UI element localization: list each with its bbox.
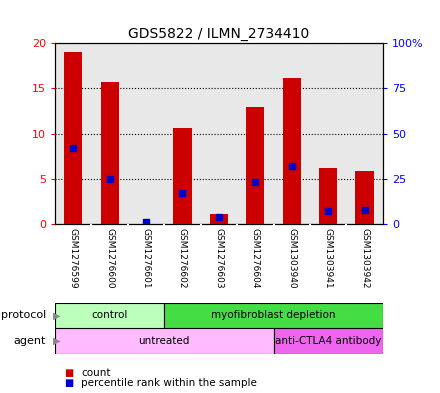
Text: GSM1276600: GSM1276600	[105, 228, 114, 288]
Bar	[55, 328, 274, 354]
Bar	[274, 328, 383, 354]
Text: untreated: untreated	[139, 336, 190, 346]
Text: ■: ■	[64, 368, 73, 378]
Text: ▶: ▶	[53, 336, 60, 346]
Bar	[173, 128, 191, 224]
Bar	[246, 107, 264, 224]
Text: percentile rank within the sample: percentile rank within the sample	[81, 378, 257, 388]
Text: GSM1303941: GSM1303941	[324, 228, 333, 288]
Text: GSM1276602: GSM1276602	[178, 228, 187, 288]
Text: ■: ■	[64, 378, 73, 388]
Text: ▶: ▶	[53, 310, 60, 320]
Text: myofibroblast depletion: myofibroblast depletion	[211, 310, 336, 320]
Bar	[356, 171, 374, 224]
Bar	[210, 214, 228, 224]
Title: GDS5822 / ILMN_2734410: GDS5822 / ILMN_2734410	[128, 27, 309, 41]
Bar	[319, 168, 337, 224]
Text: GSM1303940: GSM1303940	[287, 228, 296, 288]
Text: GSM1303942: GSM1303942	[360, 228, 369, 288]
Text: GSM1276601: GSM1276601	[142, 228, 150, 288]
Text: anti-CTLA4 antibody: anti-CTLA4 antibody	[275, 336, 381, 346]
Text: GSM1276604: GSM1276604	[251, 228, 260, 288]
Bar	[164, 303, 383, 328]
Text: GSM1276599: GSM1276599	[69, 228, 78, 288]
Text: protocol: protocol	[1, 310, 46, 320]
Bar	[64, 52, 82, 224]
Text: GSM1276603: GSM1276603	[214, 228, 224, 288]
Bar	[100, 82, 119, 224]
Text: control: control	[92, 310, 128, 320]
Text: agent: agent	[14, 336, 46, 346]
Bar	[282, 79, 301, 224]
Bar	[55, 303, 164, 328]
Text: count: count	[81, 368, 111, 378]
